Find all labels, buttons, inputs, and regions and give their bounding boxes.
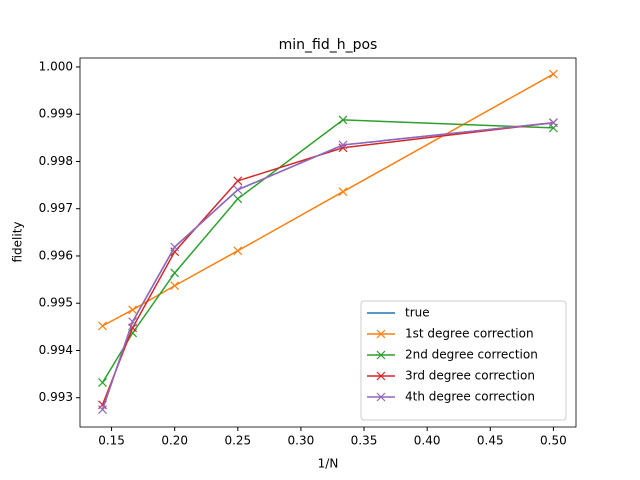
x-tick-label: 0.35	[351, 434, 378, 448]
marker	[338, 187, 348, 197]
y-tick-label: 1.000	[39, 59, 73, 73]
marker	[338, 140, 348, 150]
y-tick-label: 0.999	[39, 107, 73, 121]
marker	[98, 378, 107, 388]
legend-marker	[376, 371, 386, 381]
legend-label: 4th degree correction	[405, 390, 535, 404]
y-tick-label: 0.998	[39, 154, 73, 168]
marker	[128, 317, 138, 327]
marker	[233, 246, 243, 256]
marker	[233, 194, 243, 204]
legend-box	[360, 300, 567, 421]
y-axis-label: fidelity	[11, 221, 25, 262]
y-tick-label: 0.996	[39, 248, 73, 262]
legend-label: 3rd degree correction	[405, 369, 535, 383]
y-tick-label: 0.995	[39, 296, 73, 310]
x-tick-label: 0.20	[161, 434, 188, 448]
x-tick-label: 0.50	[540, 434, 567, 448]
marker	[548, 118, 558, 128]
legend-marker	[376, 329, 386, 339]
plot-frame	[79, 57, 577, 428]
y-tick-label: 0.994	[39, 343, 73, 357]
x-axis-label: 1/N	[318, 457, 339, 471]
legend-label: 1st degree correction	[405, 327, 534, 341]
chart-title: min_fid_h_pos	[279, 37, 378, 53]
marker	[170, 281, 180, 291]
marker	[233, 176, 243, 186]
marker	[128, 305, 138, 315]
marker	[170, 242, 180, 252]
series-line	[102, 73, 554, 327]
legend-marker	[376, 392, 386, 402]
marker	[170, 268, 180, 278]
x-tick-label: 0.45	[477, 434, 504, 448]
marker	[233, 185, 243, 195]
marker	[338, 115, 348, 125]
legend-label: 2nd degree correction	[405, 348, 538, 362]
y-tick-label: 0.997	[39, 201, 73, 215]
series-line	[101, 121, 554, 406]
marker	[98, 321, 107, 331]
x-tick-label: 0.15	[98, 434, 125, 448]
x-tick-label: 0.25	[224, 434, 251, 448]
legend-label: true	[405, 306, 430, 320]
marker	[548, 69, 558, 79]
x-tick-label: 0.30	[288, 434, 315, 448]
legend-marker	[376, 350, 386, 360]
marker	[98, 405, 107, 414]
y-tick-label: 0.993	[39, 390, 73, 404]
series-line	[101, 121, 554, 410]
x-tick-label: 0.40	[414, 434, 441, 448]
